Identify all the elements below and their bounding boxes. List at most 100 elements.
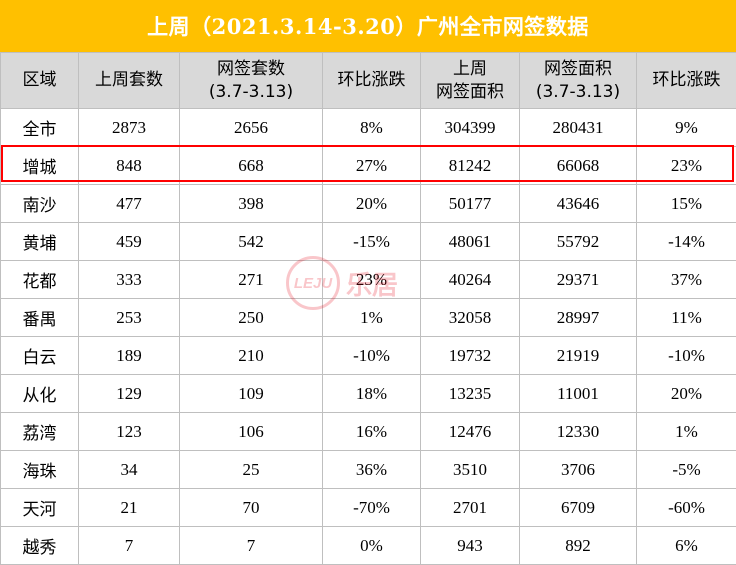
- value-cell: 333: [79, 261, 180, 299]
- value-cell: 28997: [520, 299, 637, 337]
- sales-table: 区域上周套数网签套数(3.7-3.13)环比涨跌上周网签面积网签面积(3.7-3…: [0, 52, 736, 565]
- header-line: 网签面积: [421, 81, 519, 104]
- value-cell: -10%: [637, 337, 736, 375]
- value-cell: 2701: [421, 489, 520, 527]
- value-cell: 943: [421, 527, 520, 565]
- header-line: (3.7-3.13): [180, 81, 322, 104]
- value-cell: 8%: [323, 109, 421, 147]
- value-cell: -70%: [323, 489, 421, 527]
- value-cell: 21919: [520, 337, 637, 375]
- value-cell: 250: [180, 299, 323, 337]
- region-cell: 黄埔: [1, 223, 79, 261]
- value-cell: 106: [180, 413, 323, 451]
- value-cell: 129: [79, 375, 180, 413]
- value-cell: 20%: [323, 185, 421, 223]
- header-cell: 网签套数(3.7-3.13): [180, 53, 323, 109]
- region-cell: 南沙: [1, 185, 79, 223]
- value-cell: -10%: [323, 337, 421, 375]
- value-cell: 3510: [421, 451, 520, 489]
- value-cell: 2656: [180, 109, 323, 147]
- header-cell: 网签面积(3.7-3.13): [520, 53, 637, 109]
- value-cell: -5%: [637, 451, 736, 489]
- value-cell: 542: [180, 223, 323, 261]
- value-cell: -60%: [637, 489, 736, 527]
- value-cell: 459: [79, 223, 180, 261]
- region-cell: 天河: [1, 489, 79, 527]
- header-line: 网签套数: [180, 58, 322, 81]
- value-cell: 7: [180, 527, 323, 565]
- value-cell: 13235: [421, 375, 520, 413]
- value-cell: 48061: [421, 223, 520, 261]
- value-cell: 34: [79, 451, 180, 489]
- region-cell: 海珠: [1, 451, 79, 489]
- table-title: 上周（2021.3.14-3.20）广州全市网签数据: [0, 0, 736, 52]
- value-cell: 19732: [421, 337, 520, 375]
- value-cell: -15%: [323, 223, 421, 261]
- value-cell: 29371: [520, 261, 637, 299]
- value-cell: 15%: [637, 185, 736, 223]
- value-cell: 2873: [79, 109, 180, 147]
- value-cell: 398: [180, 185, 323, 223]
- header-cell: 环比涨跌: [323, 53, 421, 109]
- value-cell: 1%: [323, 299, 421, 337]
- value-cell: 37%: [637, 261, 736, 299]
- header-line: 区域: [1, 69, 78, 92]
- header-cell: 环比涨跌: [637, 53, 736, 109]
- region-cell: 全市: [1, 109, 79, 147]
- region-cell: 荔湾: [1, 413, 79, 451]
- value-cell: -14%: [637, 223, 736, 261]
- value-cell: 11%: [637, 299, 736, 337]
- value-cell: 81242: [421, 147, 520, 185]
- value-cell: 18%: [323, 375, 421, 413]
- value-cell: 40264: [421, 261, 520, 299]
- header-line: 上周: [421, 58, 519, 81]
- value-cell: 189: [79, 337, 180, 375]
- value-cell: 16%: [323, 413, 421, 451]
- header-line: 网签面积: [520, 58, 636, 81]
- value-cell: 21: [79, 489, 180, 527]
- value-cell: 27%: [323, 147, 421, 185]
- value-cell: 109: [180, 375, 323, 413]
- value-cell: 271: [180, 261, 323, 299]
- region-cell: 从化: [1, 375, 79, 413]
- value-cell: 7: [79, 527, 180, 565]
- value-cell: 50177: [421, 185, 520, 223]
- value-cell: 36%: [323, 451, 421, 489]
- value-cell: 43646: [520, 185, 637, 223]
- region-cell: 白云: [1, 337, 79, 375]
- value-cell: 892: [520, 527, 637, 565]
- region-cell: 花都: [1, 261, 79, 299]
- value-cell: 1%: [637, 413, 736, 451]
- value-cell: 3706: [520, 451, 637, 489]
- header-cell: 上周套数: [79, 53, 180, 109]
- region-cell: 增城: [1, 147, 79, 185]
- value-cell: 12330: [520, 413, 637, 451]
- value-cell: 66068: [520, 147, 637, 185]
- value-cell: 123: [79, 413, 180, 451]
- region-cell: 越秀: [1, 527, 79, 565]
- table-header: 区域上周套数网签套数(3.7-3.13)环比涨跌上周网签面积网签面积(3.7-3…: [1, 53, 736, 109]
- value-cell: 11001: [520, 375, 637, 413]
- value-cell: 70: [180, 489, 323, 527]
- header-line: 上周套数: [79, 69, 179, 92]
- value-cell: 6709: [520, 489, 637, 527]
- value-cell: 668: [180, 147, 323, 185]
- value-cell: 23%: [637, 147, 736, 185]
- value-cell: 23%: [323, 261, 421, 299]
- value-cell: 253: [79, 299, 180, 337]
- value-cell: 9%: [637, 109, 736, 147]
- value-cell: 210: [180, 337, 323, 375]
- value-cell: 304399: [421, 109, 520, 147]
- value-cell: 280431: [520, 109, 637, 147]
- value-cell: 848: [79, 147, 180, 185]
- value-cell: 25: [180, 451, 323, 489]
- header-cell: 区域: [1, 53, 79, 109]
